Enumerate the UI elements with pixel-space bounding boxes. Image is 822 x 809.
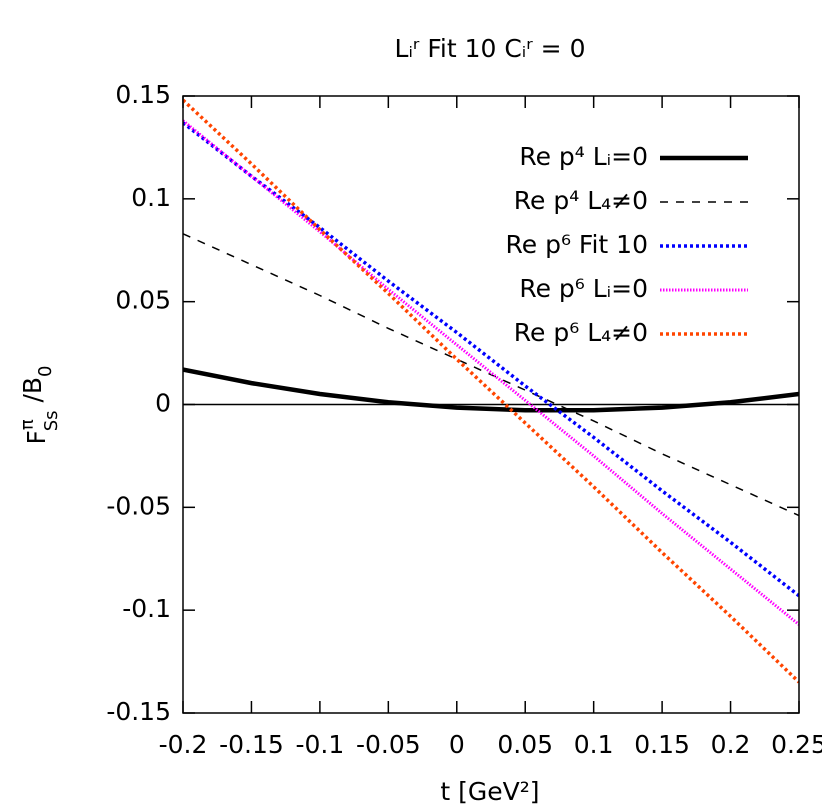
x-tick-label: 0 [449, 730, 465, 759]
x-tick-label: 0.05 [497, 730, 553, 759]
y-axis-label-part: Ss [41, 410, 62, 431]
y-tick-label: 0 [155, 389, 171, 418]
y-axis-label-part: 0 [35, 365, 56, 376]
y-axis-label-part: π [17, 419, 38, 430]
series-line [183, 367, 799, 413]
y-tick-label: -0.05 [106, 491, 171, 520]
y-tick-label: 0.05 [115, 286, 171, 315]
series-line [183, 233, 799, 517]
legend-label: Re p⁶ Fit 10 [506, 230, 648, 259]
x-tick-label: -0.1 [295, 730, 344, 759]
x-tick-label: -0.05 [356, 730, 421, 759]
x-axis-label: t [GeV²] [440, 777, 539, 806]
series-line [183, 121, 799, 598]
x-tick-label: 0.15 [634, 730, 690, 759]
chart-title: Lᵢʳ Fit 10 Cᵢʳ = 0 [395, 34, 586, 63]
x-tick-label: -0.2 [159, 730, 208, 759]
x-tick-label: 0.2 [711, 730, 751, 759]
plot-frame [182, 95, 800, 714]
legend-label: Re p⁶ Lᵢ=0 [519, 274, 648, 303]
y-tick-label: 0.1 [131, 183, 171, 212]
x-tick-label: 0.1 [574, 730, 614, 759]
y-tick-label: 0.15 [115, 80, 171, 109]
y-tick-label: -0.1 [122, 594, 171, 623]
y-tick-label: -0.15 [106, 697, 171, 726]
series-line [183, 98, 799, 684]
legend-label: Re p⁴ L₄≠0 [514, 186, 648, 215]
x-tick-label: -0.15 [219, 730, 284, 759]
legend-label: Re p⁴ Lᵢ=0 [519, 142, 648, 171]
x-tick-label: 0.25 [771, 730, 822, 759]
y-axis-label-part: /B [18, 377, 47, 411]
series-line [183, 119, 799, 626]
y-axis-label: Fπ Ss /B0 [17, 365, 62, 444]
y-axis-label-part: F [22, 430, 51, 444]
legend-label: Re p⁶ L₄≠0 [514, 318, 648, 347]
